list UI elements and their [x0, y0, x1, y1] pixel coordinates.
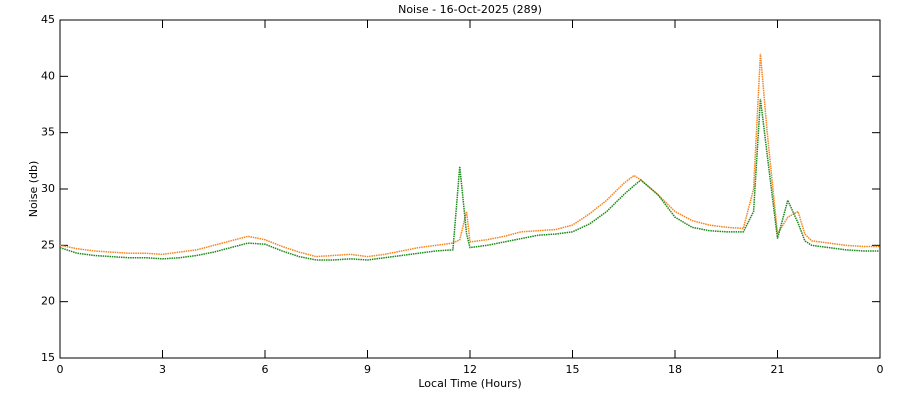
x-tick-label: 3	[159, 363, 166, 376]
y-axis-label: Noise (db)	[27, 161, 40, 218]
y-tick-label: 35	[41, 126, 55, 139]
x-tick-label: 6	[262, 363, 269, 376]
y-tick-label: 25	[41, 238, 55, 251]
series-line	[59, 53, 880, 258]
x-tick-label: 0	[57, 363, 64, 376]
plot-frame	[59, 19, 881, 359]
x-tick-label: 9	[364, 363, 371, 376]
y-tick-label: 15	[41, 351, 55, 364]
x-tick-label: 0	[877, 363, 884, 376]
x-tick-label: 15	[566, 363, 580, 376]
y-tick-label: 40	[41, 69, 55, 82]
y-tick-label: 45	[41, 13, 55, 26]
x-axis-label: Local Time (Hours)	[418, 377, 521, 390]
x-tick-label: 21	[771, 363, 785, 376]
y-tick-label: 30	[41, 182, 55, 195]
x-tick-label: 12	[463, 363, 477, 376]
y-tick-label: 20	[41, 295, 55, 308]
x-tick-label: 18	[668, 363, 682, 376]
chart-title: Noise - 16-Oct-2025 (289)	[398, 3, 542, 16]
